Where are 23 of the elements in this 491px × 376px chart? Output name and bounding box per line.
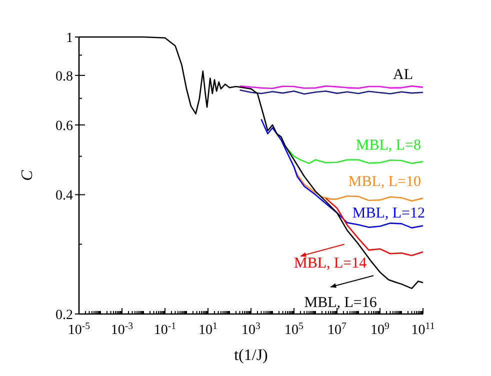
y-tick-label: 0.6 [56,118,73,134]
x-tick-label: 10$^{7}$ [328,320,347,338]
x-tick-label: 10$^{5}$ [284,320,304,338]
x-tick-label: 10$^{11}$ [411,320,435,338]
x-axis-title: t(1/J) [234,347,268,364]
x-tick-label: 10$^{-1}$ [154,320,176,338]
x-tick-label: 10$^{9}$ [370,320,390,338]
y-tick-label: 0.8 [56,69,73,84]
series-label: MBL, L=10 [348,174,421,190]
line-series [325,198,424,256]
x-tick-label: 10$^{3}$ [242,320,261,338]
x-tick-label: 10$^{1}$ [198,320,218,338]
y-tick-label: 0.2 [56,308,73,323]
x-tick-label: 10$^{-3}$ [110,320,134,338]
series-label: MBL, L=8 [356,138,421,154]
legend-label: MBL, L=14 [294,256,368,272]
legend-label: MBL, L=16 [304,295,378,312]
y-axis-title: C [19,170,36,181]
annotation: AL [393,67,413,83]
x-tick-label: 10$^{-5}$ [68,320,90,338]
y-tick-label: 1 [66,31,73,46]
y-tick-label: 0.4 [56,188,73,204]
series-label: MBL, L=12 [352,206,425,222]
